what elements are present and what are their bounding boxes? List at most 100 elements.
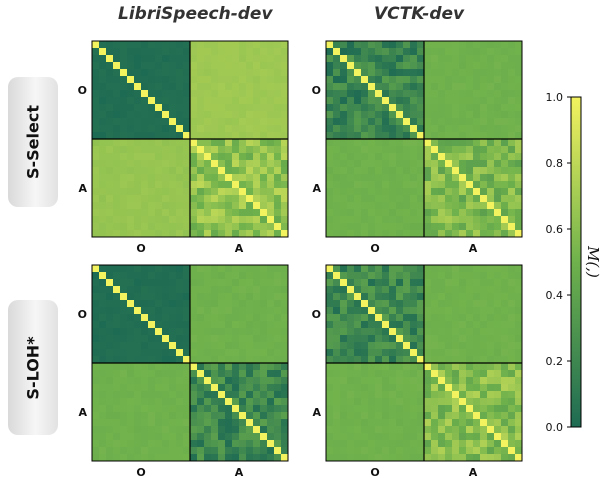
heatmap-cell xyxy=(501,307,509,315)
heatmap-cell xyxy=(162,55,170,63)
heatmap-cell xyxy=(326,405,334,413)
heatmap-cell xyxy=(487,118,495,126)
heatmap-cell xyxy=(466,132,474,140)
heatmap-cell xyxy=(211,62,219,70)
heatmap-cell xyxy=(197,454,205,462)
heatmap-cell xyxy=(155,363,163,371)
heatmap-cell xyxy=(183,377,191,385)
heatmap-cell xyxy=(106,160,114,168)
heatmap-cell xyxy=(218,181,226,189)
heatmap-cell xyxy=(382,272,390,280)
heatmap-cell xyxy=(260,125,268,133)
heatmap-cell xyxy=(361,132,369,140)
heatmap-cell xyxy=(218,132,226,140)
heatmap-cell xyxy=(246,41,254,49)
heatmap-cell xyxy=(148,230,156,238)
heatmap-cell xyxy=(211,69,219,77)
heatmap-cell xyxy=(354,83,362,91)
heatmap-cell xyxy=(239,41,247,49)
heatmap-cell xyxy=(487,146,495,154)
heatmap-cell xyxy=(113,167,121,175)
heatmap-cell xyxy=(260,286,268,294)
heatmap-cell xyxy=(253,419,261,427)
heatmap-cell xyxy=(197,202,205,210)
heatmap-cell xyxy=(382,146,390,154)
heatmap-cell xyxy=(431,419,439,427)
heatmap-cell xyxy=(260,97,268,105)
heatmap-cell xyxy=(438,41,446,49)
heatmap-cell xyxy=(347,111,355,119)
heatmap-cell xyxy=(134,328,142,336)
heatmap-cell xyxy=(162,342,170,350)
heatmap-cell xyxy=(424,41,432,49)
heatmap-cell xyxy=(120,118,128,126)
heatmap-cell xyxy=(396,321,404,329)
heatmap-cell xyxy=(204,97,212,105)
heatmap-cell xyxy=(382,209,390,217)
heatmap-cell xyxy=(113,139,121,147)
heatmap-cell xyxy=(417,132,425,140)
heatmap-cell xyxy=(274,153,282,161)
heatmap-cell xyxy=(274,209,282,217)
heatmap-cell xyxy=(431,307,439,315)
heatmap-cell xyxy=(92,83,100,91)
heatmap-cell xyxy=(452,125,460,133)
heatmap-cell xyxy=(333,335,341,343)
heatmap-cell xyxy=(431,97,439,105)
heatmap-cell xyxy=(487,454,495,462)
heatmap-cell xyxy=(281,55,289,63)
heatmap-cell xyxy=(354,76,362,84)
heatmap-cell xyxy=(106,349,114,357)
heatmap-cell xyxy=(417,447,425,455)
heatmap-cell xyxy=(253,440,261,448)
heatmap-cell xyxy=(127,111,135,119)
heatmap-cell xyxy=(326,41,334,49)
heatmap-cell xyxy=(347,412,355,420)
heatmap-cell xyxy=(375,181,383,189)
heatmap-cell xyxy=(239,160,247,168)
heatmap-cell xyxy=(260,356,268,364)
heatmap-cell xyxy=(487,377,495,385)
heatmap-cell xyxy=(396,97,404,105)
heatmap-cell xyxy=(99,195,107,203)
heatmap-cell xyxy=(197,300,205,308)
heatmap-cell xyxy=(141,377,149,385)
heatmap-cell xyxy=(197,447,205,455)
heatmap-cell xyxy=(354,370,362,378)
heatmap-cell xyxy=(113,349,121,357)
heatmap-cell xyxy=(340,160,348,168)
heatmap-cell xyxy=(326,335,334,343)
heatmap-cell xyxy=(148,76,156,84)
heatmap-cell xyxy=(190,412,198,420)
heatmap-cell xyxy=(396,349,404,357)
heatmap-cell xyxy=(162,97,170,105)
heatmap-cell xyxy=(190,265,198,273)
heatmap-cell xyxy=(218,335,226,343)
heatmap-cell xyxy=(473,391,481,399)
heatmap-cell xyxy=(375,300,383,308)
heatmap-cell xyxy=(141,384,149,392)
heatmap-cell xyxy=(274,62,282,70)
heatmap-cell xyxy=(501,370,509,378)
heatmap-cell xyxy=(417,419,425,427)
heatmap-cell xyxy=(127,321,135,329)
heatmap-cell xyxy=(148,419,156,427)
heatmap-cell xyxy=(466,293,474,301)
heatmap-cell xyxy=(148,188,156,196)
heatmap-cell xyxy=(431,314,439,322)
heatmap-cell xyxy=(204,216,212,224)
heatmap-cell xyxy=(113,335,121,343)
heatmap-cell xyxy=(361,104,369,112)
heatmap-cell xyxy=(260,181,268,189)
heatmap-cell xyxy=(246,216,254,224)
heatmap-cell xyxy=(424,202,432,210)
heatmap-cell xyxy=(501,97,509,105)
heatmap-cell xyxy=(218,209,226,217)
heatmap-cell xyxy=(169,321,177,329)
heatmap-cell xyxy=(183,272,191,280)
heatmap-cell xyxy=(375,391,383,399)
heatmap-cell xyxy=(361,111,369,119)
heatmap-cell xyxy=(274,412,282,420)
heatmap-cell xyxy=(515,293,523,301)
heatmap-cell xyxy=(232,104,240,112)
